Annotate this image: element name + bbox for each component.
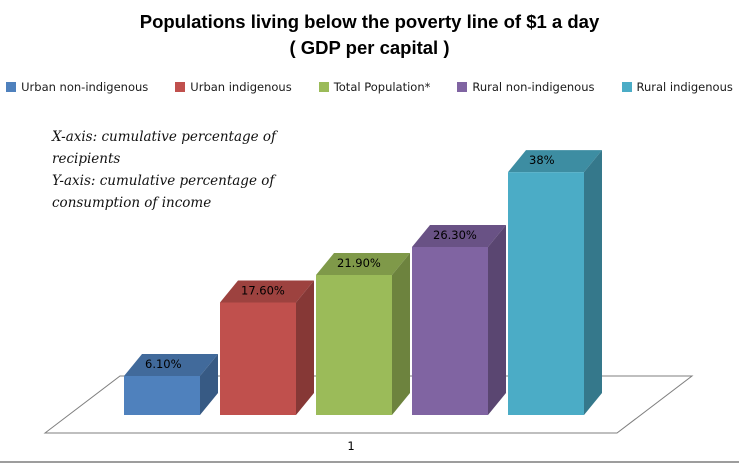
bar-side-face (392, 253, 410, 415)
axis-annotation-line: consumption of income (52, 195, 212, 211)
legend-swatch (6, 82, 17, 92)
axis-annotation: X-axis: cumulative percentage of recipie… (52, 126, 312, 214)
legend-label: Urban non-indigenous (21, 80, 149, 94)
bar-rural-non-indigenous: 26.30% (412, 224, 506, 415)
bar-front-face (316, 275, 392, 415)
chart-title-line1: Populations living below the poverty lin… (139, 11, 600, 32)
x-axis-category-label: 1 (347, 439, 354, 453)
legend-label: Total Population* (333, 80, 431, 94)
axis-annotation-line: X-axis: cumulative percentage of (52, 129, 277, 145)
legend-label: Rural indigenous (636, 80, 733, 94)
legend-item-urban-indigenous: Urban indigenous (175, 80, 292, 94)
legend-swatch (457, 82, 468, 92)
legend-swatch (175, 82, 186, 92)
bar-side-face (296, 280, 314, 415)
bars-group: 6.10% 17.60% 21.90% 26.30% 38% (124, 150, 602, 415)
bar-side-face (488, 224, 506, 415)
legend-item-rural-non-indigenous: Rural non-indigenous (457, 80, 595, 94)
bottom-border-line (0, 461, 739, 463)
chart-title: Populations living below the poverty lin… (0, 9, 739, 61)
bar-front-face (124, 376, 200, 415)
bar-value-label: 26.30% (433, 228, 477, 242)
bar-top-face (220, 280, 314, 303)
chart-floor (43, 375, 694, 434)
legend-item-urban-non-indigenous: Urban non-indigenous (6, 80, 148, 94)
bar-side-face (200, 354, 218, 415)
legend-label: Rural non-indigenous (472, 80, 595, 94)
bar-value-label: 38% (529, 153, 555, 167)
bar-value-label: 21.90% (337, 256, 381, 270)
bar-value-label: 17.60% (241, 284, 285, 298)
bar-top-face (412, 224, 506, 247)
legend: Urban non-indigenous Urban indigenous Tota… (0, 80, 739, 94)
chart-title-line2: ( GDP per capital ) (289, 37, 450, 58)
bar-top-face (124, 354, 218, 377)
bar-top-face (508, 150, 602, 173)
bar-front-face (412, 246, 488, 415)
bar-rural-indigenous: 38% (508, 150, 602, 415)
bar-front-face (508, 172, 584, 415)
bar-urban-non-indigenous: 6.10% (124, 354, 218, 415)
legend-item-total-population: Total Population* (318, 80, 431, 94)
bar-urban-indigenous: 17.60% (220, 280, 314, 415)
bar-top-face (316, 253, 410, 276)
axis-annotation-line: Y-axis: cumulative percentage of (52, 173, 275, 189)
legend-swatch (621, 82, 632, 92)
bar-value-label: 6.10% (145, 357, 182, 371)
legend-label: Urban indigenous (190, 80, 292, 94)
axis-annotation-line: recipients (52, 151, 121, 167)
legend-item-rural-indigenous: Rural indigenous (621, 80, 733, 94)
bar-front-face (220, 302, 296, 415)
legend-swatch (318, 82, 329, 92)
bar-side-face (584, 150, 602, 415)
bar-total-population: 21.90% (316, 253, 410, 415)
